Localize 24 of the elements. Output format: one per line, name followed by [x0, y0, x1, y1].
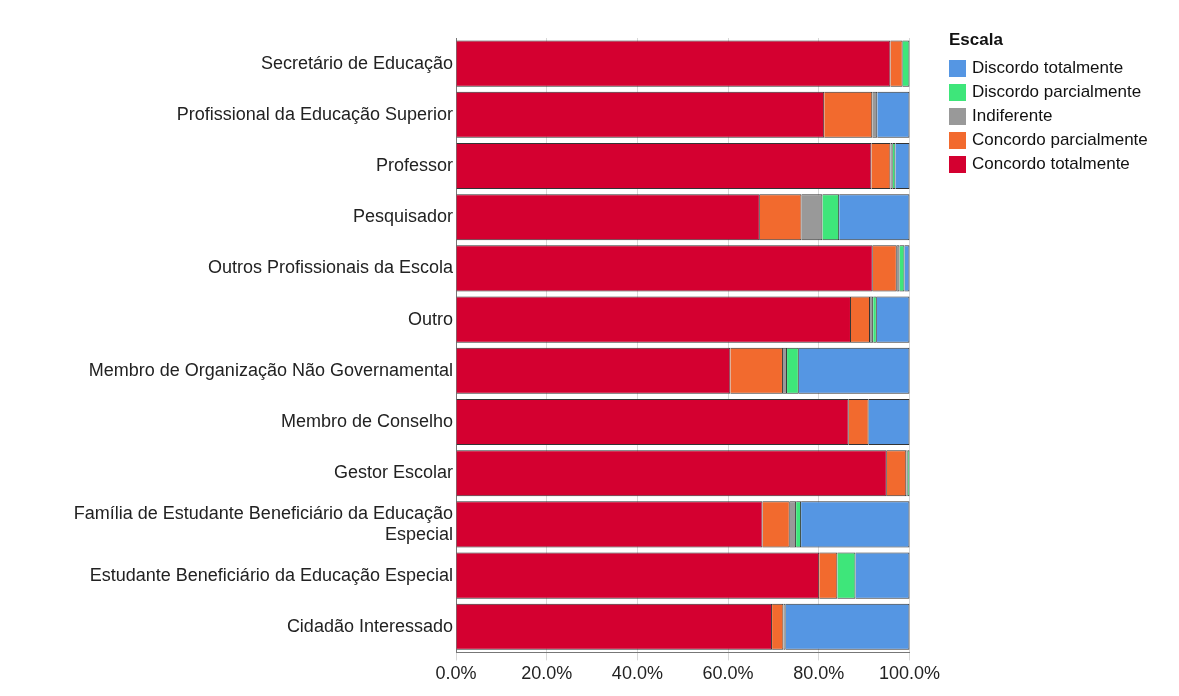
y-tick-label: Professor	[375, 154, 453, 175]
legend-label: Discordo parcialmente	[972, 82, 1142, 102]
x-tick-label: 20.0%	[521, 663, 573, 684]
y-tick-label: Membro de Organização Não Governamental	[88, 359, 453, 380]
x-tick-label: 60.0%	[702, 663, 754, 684]
legend-label: Indiferente	[972, 106, 1053, 126]
x-tick-label: 80.0%	[793, 663, 845, 684]
x-tick-label: 0.0%	[435, 663, 477, 684]
y-tick-label: Membro de Conselho	[280, 410, 453, 431]
legend-label: Concordo parcialmente	[972, 130, 1148, 150]
y-tick-label: Família de Estudante Beneficiário da Educação Especial	[73, 502, 453, 545]
legend-label: Concordo totalmente	[972, 154, 1130, 174]
legend-title: Escala	[949, 30, 1004, 50]
y-tick-label: Pesquisador	[352, 206, 453, 227]
y-tick-label: Cidadão Interessado	[286, 615, 453, 636]
x-tick-label: 40.0%	[611, 663, 663, 684]
y-tick-label: Estudante Beneficiário da Educação Especial	[89, 564, 453, 585]
x-tick-label: 100.0%	[878, 663, 941, 684]
legend-label: Discordo totalmente	[972, 58, 1124, 78]
y-tick-label: Outro	[407, 308, 453, 329]
y-tick-label: Gestor Escolar	[333, 462, 453, 483]
y-tick-label: Profissional da Educação Superior	[176, 103, 453, 124]
y-tick-label: Outros Profissionais da Escola	[207, 257, 454, 278]
y-tick-label: Secretário de Educação	[260, 52, 453, 73]
